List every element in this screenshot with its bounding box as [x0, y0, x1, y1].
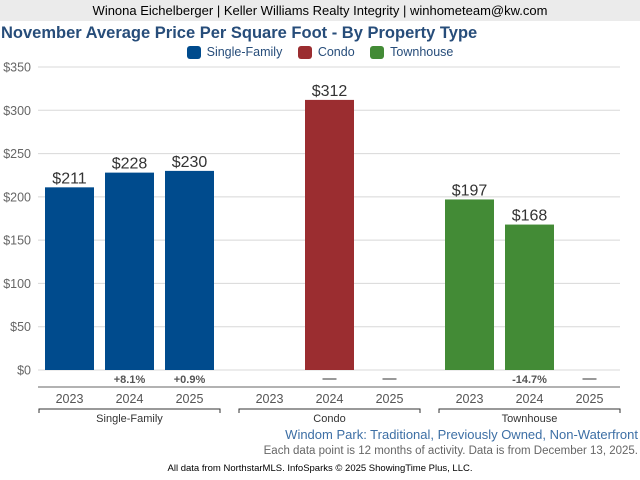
legend-label: Single-Family: [206, 45, 283, 59]
x-tick-label: 2025: [576, 392, 604, 406]
bar-single-family-2023: [45, 187, 94, 370]
chart-title: November Average Price Per Square Foot -…: [1, 24, 478, 42]
y-tick-label: $150: [3, 234, 31, 248]
legend-label: Condo: [317, 45, 355, 59]
legend-label: Townhouse: [390, 45, 454, 59]
legend-swatch-townhouse: [370, 45, 385, 59]
y-tick-label: $300: [3, 104, 31, 118]
change-label: -14.7%: [512, 374, 547, 386]
data-label: $228: [112, 156, 148, 173]
group-label: Townhouse: [502, 413, 558, 425]
data-label: $312: [312, 83, 348, 100]
bar-single-family-2024: [105, 172, 154, 370]
bar-chart: $0 $50 $100 $150 $200 $250 $300 $350 $211 2023 $22…: [3, 61, 621, 425]
bar-townhouse-2024: [505, 224, 554, 370]
group-label: Single-Family: [96, 413, 163, 425]
group-bracket: [38, 408, 221, 413]
x-tick-label: 2024: [116, 392, 144, 406]
chart-subtitle: Windom Park: Traditional, Previously Own…: [285, 427, 638, 442]
chart-legend: Single-Family Condo Townhouse: [0, 45, 640, 62]
data-label: $211: [52, 170, 87, 187]
group-bracket: [238, 408, 421, 413]
data-label: $230: [172, 154, 208, 171]
legend-swatch-single-family: [186, 45, 201, 59]
x-tick-label: 2023: [256, 392, 284, 406]
x-tick-label: 2024: [316, 392, 344, 406]
group-label: Condo: [313, 413, 345, 425]
y-tick-label: $50: [10, 320, 31, 334]
x-tick-label: 2023: [56, 392, 84, 406]
data-label: $197: [452, 182, 488, 199]
data-label: $168: [512, 208, 548, 225]
x-tick-label: 2025: [176, 392, 204, 406]
change-label: +0.9%: [174, 374, 206, 386]
y-tick-label: $350: [3, 61, 31, 75]
legend-swatch-condo: [297, 45, 312, 59]
group-bracket: [438, 408, 621, 413]
x-tick-label: 2023: [456, 392, 484, 406]
legend-item-condo[interactable]: Condo: [297, 45, 355, 59]
bar-townhouse-2023: [445, 199, 494, 370]
legend-item-townhouse[interactable]: Townhouse: [370, 45, 453, 59]
data-note: Each data point is 12 months of activity…: [263, 445, 638, 457]
footer-credit: All data from NorthstarMLS. InfoSparks ©…: [167, 463, 473, 474]
legend-item-single-family[interactable]: Single-Family: [186, 45, 283, 59]
bar-single-family-2025: [165, 170, 214, 370]
x-tick-label: 2024: [516, 392, 544, 406]
y-tick-label: $250: [3, 147, 31, 161]
x-tick-label: 2025: [376, 392, 404, 406]
y-tick-label: $0: [17, 364, 31, 378]
agent-info-bar: Winona Eichelberger | Keller Williams Re…: [0, 0, 640, 21]
change-label: +8.1%: [114, 374, 146, 386]
bar-condo-2024: [305, 99, 354, 370]
y-tick-label: $100: [3, 277, 31, 291]
y-tick-label: $200: [3, 190, 31, 204]
